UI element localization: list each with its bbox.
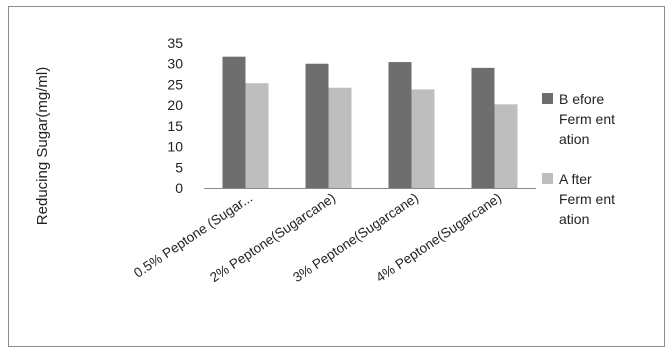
- y-tick-label: 35: [167, 35, 183, 51]
- y-axis-ticks: 0 5 10 15 20 25 30 35: [167, 35, 183, 196]
- legend-label: Ferm ent: [559, 111, 615, 127]
- y-tick-label: 15: [167, 118, 183, 134]
- bar: [328, 87, 352, 188]
- bar: [471, 67, 495, 188]
- bar: [494, 104, 518, 188]
- y-tick-label: 0: [175, 180, 183, 196]
- bar: [245, 83, 269, 188]
- legend-label: B efore: [559, 91, 604, 107]
- y-tick-label: 25: [167, 76, 183, 92]
- legend-swatch: [542, 93, 553, 104]
- legend: B efore Ferm ent ation A fter Ferm ent ation: [542, 91, 615, 227]
- legend-label: ation: [559, 211, 589, 227]
- legend-label: ation: [559, 131, 589, 147]
- y-tick-label: 5: [175, 159, 183, 175]
- bar: [388, 62, 412, 188]
- y-axis-label: Reducing Sugar(mg/ml): [34, 67, 51, 225]
- y-tick-label: 30: [167, 56, 183, 72]
- y-tick-label: 20: [167, 97, 183, 113]
- y-tick-label: 10: [167, 139, 183, 155]
- legend-swatch: [542, 173, 553, 184]
- bar: [222, 56, 246, 188]
- bar: [305, 63, 329, 188]
- bars: [222, 56, 518, 188]
- legend-label: Ferm ent: [559, 191, 615, 207]
- legend-label: A fter: [559, 171, 592, 187]
- bar: [411, 89, 435, 188]
